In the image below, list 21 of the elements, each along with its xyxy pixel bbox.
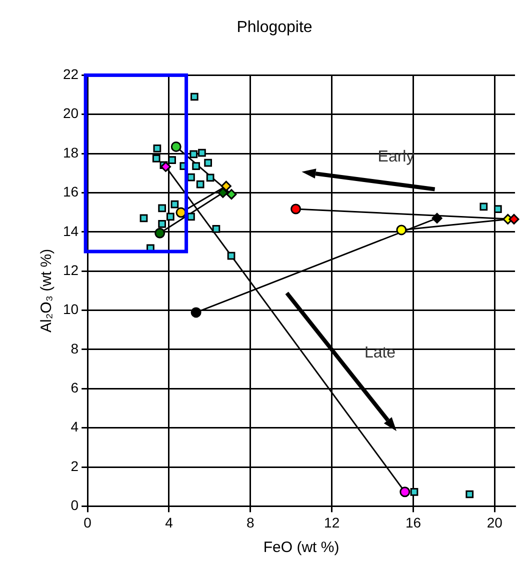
- y-tick-label: 10: [62, 301, 79, 318]
- y-tick-label: 8: [70, 340, 79, 356]
- y-tick-label: 16: [62, 184, 79, 200]
- x-tick-label: 12: [324, 514, 340, 530]
- y-tick-label: 4: [70, 418, 79, 435]
- y-tick-label: 12: [62, 262, 79, 278]
- x-tick-label: 16: [405, 514, 422, 530]
- x-axis-title: FeO (wt %): [263, 539, 340, 556]
- y-tick-label: 14: [62, 222, 79, 239]
- y-tick-label: 0: [70, 497, 79, 514]
- y-axis-title: Al₂O₃ (wt %): [38, 248, 56, 333]
- y-tick-label: 22: [62, 66, 79, 82]
- y-tick-label: 18: [62, 144, 79, 160]
- x-tick-label: 4: [165, 514, 174, 530]
- chart-title: Phlogopite: [236, 19, 312, 36]
- y-tick-label: 2: [70, 458, 79, 474]
- y-tick-label: 6: [70, 380, 79, 396]
- x-tick-label: 0: [84, 514, 92, 530]
- y-tick-label: 20: [62, 105, 79, 122]
- x-tick-label: 8: [246, 514, 255, 530]
- x-tick-label: 20: [486, 514, 503, 530]
